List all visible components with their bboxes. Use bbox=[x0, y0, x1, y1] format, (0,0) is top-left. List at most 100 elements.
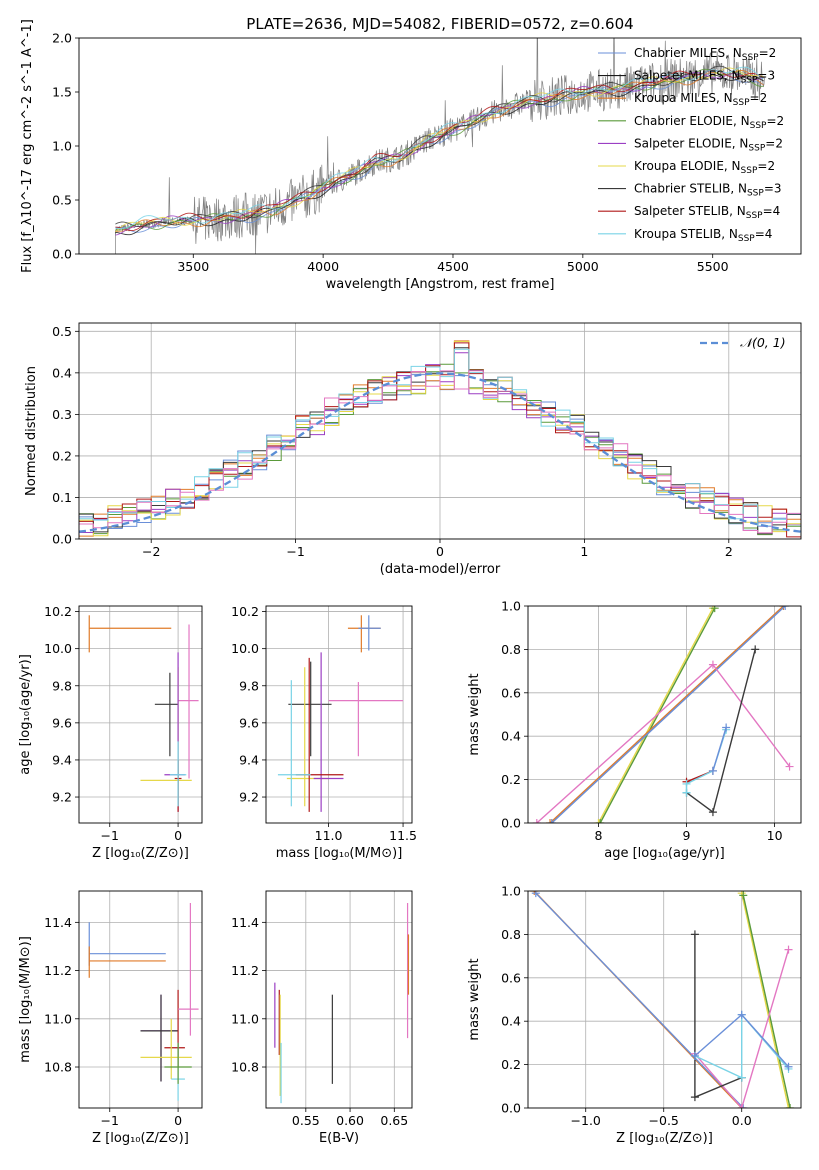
series-point bbox=[708, 808, 717, 817]
errorbar-kroupa_stelib bbox=[277, 680, 311, 807]
series-point bbox=[784, 1104, 793, 1108]
legend-label: Chabrier STELIB, NSSP=3 bbox=[634, 182, 782, 199]
legend-label: Salpeter MILES, NSSP=3 bbox=[634, 69, 775, 86]
y-tick-label: 10.0 bbox=[231, 641, 259, 656]
y-tick-label: 1.5 bbox=[52, 85, 72, 100]
y-axis-label: Normed distribution bbox=[24, 366, 39, 496]
axes-mass_vs_Z: −1 0 10.8 11.0 11.2 11.4 Z [log₁₀(Z/Z⊙)] mass [… bbox=[18, 890, 203, 1146]
y-tick-label: 0.0 bbox=[501, 816, 521, 831]
x-tick-label: −1.0 bbox=[571, 1113, 601, 1128]
series-point bbox=[737, 1073, 746, 1082]
legend-entry: Chabrier STELIB, NSSP=3 bbox=[598, 182, 782, 199]
errorbar-kroupa_miles bbox=[88, 946, 166, 978]
y-tick-label: 10.8 bbox=[44, 1060, 72, 1075]
model-salpeter_miles bbox=[115, 74, 764, 236]
y-tick-label: 0.5 bbox=[52, 193, 72, 208]
y-tick-label: 0.0 bbox=[501, 1101, 521, 1116]
legend-label: Kroupa ELODIE, NSSP=2 bbox=[634, 159, 775, 176]
series-line bbox=[686, 649, 756, 814]
axes-frame bbox=[265, 890, 413, 1109]
x-tick-label: −0.5 bbox=[649, 1113, 679, 1128]
y-tick-label: 9.6 bbox=[52, 715, 72, 730]
series-chabrier_miles bbox=[547, 606, 790, 823]
legend-label-sub: SSP bbox=[746, 211, 763, 221]
legend-label-sub: SSP bbox=[738, 234, 755, 244]
x-tick-label: 10 bbox=[767, 828, 783, 843]
series-chabrier_stelib bbox=[682, 645, 760, 817]
x-tick-label: 1 bbox=[580, 544, 588, 559]
axes-mass_vs_ebv: 0.55 0.60 0.65 10.8 11.0 11.2 11.4 E(B-V) bbox=[231, 890, 413, 1146]
errorbar-kroupa_stelib bbox=[169, 741, 187, 807]
y-tick-label: 10.0 bbox=[44, 641, 72, 656]
y-axis-label: Flux [f_λ10^-17 erg cm^-2 s^-1 A^-1] bbox=[20, 19, 35, 273]
axes-age_vs_mass: 11.0 11.5 9.2 9.4 9.6 9.8 10.0 10.2 mass [log₁₀(… bbox=[231, 604, 417, 861]
x-tick-label: −1 bbox=[286, 544, 304, 559]
axes-frame bbox=[527, 605, 802, 824]
legend-entry: Chabrier ELODIE, NSSP=2 bbox=[598, 114, 784, 131]
errorbar-kroupa_elodie bbox=[140, 1018, 192, 1080]
x-axis-label: Z [log₁₀(Z/Z⊙)] bbox=[616, 1131, 713, 1146]
series-point bbox=[785, 762, 794, 771]
axes-age_vs_Z: −1 0 9.2 9.4 9.6 9.8 10.0 10.2 Z [log₁₀(Z/Z⊙)] ag… bbox=[18, 604, 203, 861]
y-tick-label: 0.2 bbox=[501, 772, 521, 787]
y-tick-label: 9.2 bbox=[239, 790, 259, 805]
y-tick-label: 11.0 bbox=[231, 1011, 259, 1026]
x-tick-label: 0.55 bbox=[292, 1113, 320, 1128]
errorbar-salpeter_elodie bbox=[313, 652, 344, 812]
y-axis-label: mass [log₁₀(M/M⊙)] bbox=[18, 936, 33, 1063]
legend-label-text: Chabrier MILES, N bbox=[634, 46, 742, 60]
y-tick-label: 1.0 bbox=[52, 139, 72, 154]
axes-frame bbox=[527, 890, 802, 1109]
x-tick-label: −2 bbox=[142, 544, 160, 559]
x-tick-label: 5500 bbox=[697, 259, 729, 274]
plots: 3500 4000 4500 5000 5500 0.0 0.5 1.0 1.5 2.0 wavel… bbox=[18, 19, 802, 1146]
series-chabrier_miles bbox=[708, 723, 731, 775]
legend-label-sub: SSP bbox=[741, 166, 758, 176]
axes-frame bbox=[265, 605, 413, 824]
legend-entry: Kroupa STELIB, NSSP=4 bbox=[598, 227, 772, 244]
legend-label-text: Kroupa STELIB, N bbox=[634, 227, 738, 241]
series-chabrier_miles bbox=[690, 1010, 793, 1071]
y-tick-label: 9.6 bbox=[239, 715, 259, 730]
y-tick-label: 11.0 bbox=[44, 1011, 72, 1026]
series-point bbox=[531, 891, 540, 898]
series-point bbox=[710, 606, 719, 613]
errorbar-chabrier_stelib bbox=[288, 661, 332, 757]
series-line bbox=[694, 934, 742, 1099]
plot-area-massweight_vs_Z bbox=[528, 891, 801, 1108]
y-tick-label: 0.6 bbox=[501, 685, 521, 700]
series-point bbox=[722, 723, 731, 732]
errorbar-chabrier_elodie bbox=[164, 1042, 192, 1084]
legend-label: Chabrier MILES, NSSP=2 bbox=[634, 46, 776, 63]
x-tick-label: 4500 bbox=[437, 259, 469, 274]
y-tick-label: 11.2 bbox=[231, 963, 259, 978]
y-tick-label: 10.8 bbox=[231, 1060, 259, 1075]
legend-label-value: =2 bbox=[750, 91, 768, 105]
series-point bbox=[682, 779, 691, 788]
x-axis-label: Z [log₁₀(Z/Z⊙)] bbox=[92, 846, 189, 861]
x-axis-label: Z [log₁₀(Z/Z⊙)] bbox=[92, 1131, 189, 1146]
series-point bbox=[596, 819, 605, 823]
legend-label-value: =2 bbox=[757, 159, 775, 173]
series-line bbox=[535, 892, 744, 1108]
y-tick-label: 11.2 bbox=[44, 963, 72, 978]
series-line bbox=[551, 606, 786, 823]
series-point bbox=[737, 1010, 746, 1019]
x-axis-label: (data-model)/error bbox=[380, 562, 501, 577]
series-point bbox=[739, 891, 748, 900]
errorbar-kroupa_miles bbox=[347, 615, 381, 653]
errorbar-chabrier_stelib bbox=[154, 672, 179, 757]
axes-massweight_vs_Z: −1.0 −0.5 0.0 0.0 0.2 0.4 0.6 0.8 1.0 Z [log₁₀(Z/… bbox=[467, 884, 802, 1146]
y-tick-label: 0.0 bbox=[52, 247, 72, 262]
series-point bbox=[546, 819, 555, 823]
legend-label-text: Salpeter ELODIE, N bbox=[634, 136, 748, 150]
legend-label-text: Kroupa ELODIE, N bbox=[634, 159, 741, 173]
series-point bbox=[690, 1051, 699, 1060]
legend-label-value: =2 bbox=[765, 136, 783, 150]
x-tick-label: 4000 bbox=[307, 259, 339, 274]
legend-label-value: =4 bbox=[755, 227, 773, 241]
errorbar-chabrier_stelib bbox=[140, 994, 179, 1082]
legend-label-value: =2 bbox=[759, 46, 777, 60]
gaussian-curve bbox=[79, 372, 801, 533]
y-tick-label: 1.0 bbox=[501, 599, 521, 614]
